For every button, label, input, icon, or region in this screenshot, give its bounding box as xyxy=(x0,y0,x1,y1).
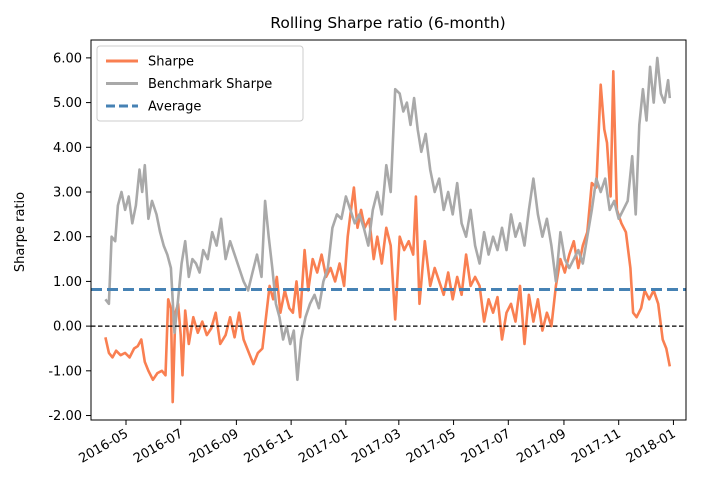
plot-frame xyxy=(90,39,687,421)
chart-title: Rolling Sharpe ratio (6-month) xyxy=(270,14,505,32)
y-tick-label: 4.00 xyxy=(53,141,82,156)
series-group xyxy=(91,56,686,404)
legend-label-0: Sharpe xyxy=(148,55,194,70)
plot-area xyxy=(90,39,687,421)
y-axis: -2.00 -1.00 0.00 1.00 2.00 3.00 4.00 5.00 6.00 xyxy=(48,51,91,424)
y-tick-label: 5.00 xyxy=(53,96,82,111)
y-tick-label: 3.00 xyxy=(53,186,82,201)
legend-label-1: Benchmark Sharpe xyxy=(148,77,272,92)
y-tick-label: 1.00 xyxy=(53,275,82,290)
y-tick-label: 0.00 xyxy=(53,320,82,335)
y-tick-label: 2.00 xyxy=(53,230,82,245)
y-tick-label: -2.00 xyxy=(48,409,82,424)
legend-box xyxy=(96,45,304,122)
series-line-1 xyxy=(104,56,672,382)
legend: Sharpe Benchmark Sharpe Average xyxy=(96,45,304,122)
y-tick-label: 6.00 xyxy=(53,51,82,66)
y-tick-label: -1.00 xyxy=(48,364,82,379)
series-line-0 xyxy=(104,70,672,404)
legend-label-2: Average xyxy=(148,100,201,115)
y-axis-title: Sharpe ratio xyxy=(13,192,28,272)
